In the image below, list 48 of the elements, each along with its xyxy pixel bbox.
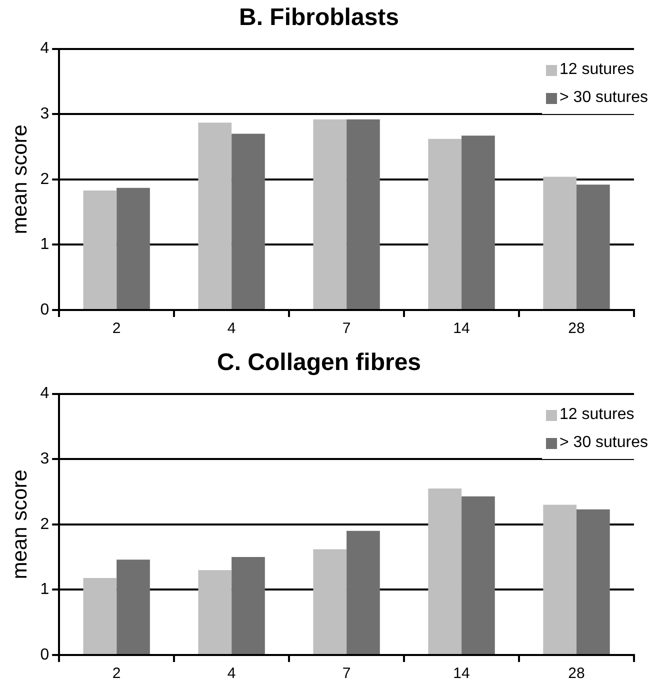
x-tick-label: 28 [568,665,585,682]
legend-label: 12 sutures [560,61,634,79]
bar [116,188,150,309]
y-tick-label: 1 [40,581,50,598]
x-tick-label: 14 [453,320,470,338]
y-tick-label: 1 [40,236,50,254]
bar [313,119,347,309]
y-tick-label: 2 [40,170,50,188]
chart-title: C. Collagen fibres [216,349,422,376]
x-tick-label: 14 [453,665,470,682]
bar [232,134,265,309]
y-axis-title: mean score [8,470,32,580]
y-tick-label: 3 [40,106,50,123]
y-tick-label: 2 [40,516,50,533]
bar [346,119,380,309]
y-tick-label: 3 [40,450,50,468]
legend-label: > 30 sutures [560,434,648,452]
bar [346,530,380,654]
x-tick-label: 28 [568,320,585,338]
x-tick-label: 7 [342,320,351,338]
x-tick-label: 2 [112,320,121,338]
y-tick-label: 0 [40,646,50,664]
y-axis-title: mean score [8,124,32,234]
bar [116,560,150,654]
bar [313,549,347,654]
x-tick-label: 2 [112,665,121,682]
bar [83,578,117,654]
bar [232,557,265,654]
bar [543,176,577,309]
bar [576,184,610,309]
bar [462,496,495,654]
y-tick-label: 4 [40,385,50,402]
x-tick-label: 4 [227,320,236,338]
legend-label: > 30 sutures [560,89,648,107]
y-tick-label: 4 [40,40,50,58]
bar [543,504,577,654]
bar [198,570,232,654]
bar [198,122,232,309]
y-tick-label: 0 [40,301,50,318]
bar [462,136,495,309]
bar [576,509,610,654]
bar [428,138,462,309]
chart-title: B. Fibroblasts [238,4,400,32]
bar [83,190,117,309]
x-tick-label: 4 [227,665,236,682]
x-tick-label: 7 [342,665,351,682]
legend-label: 12 sutures [560,406,634,424]
bar [428,488,462,654]
